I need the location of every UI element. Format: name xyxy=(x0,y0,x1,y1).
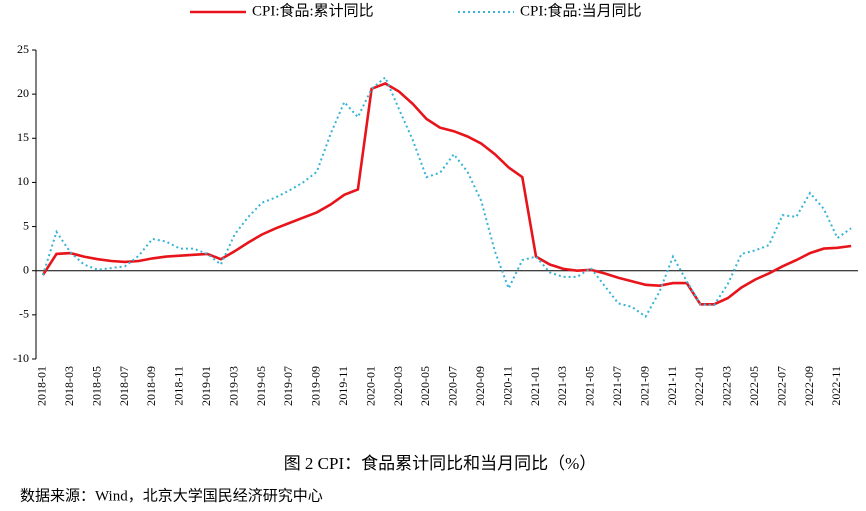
y-tick-label: 15 xyxy=(17,130,29,144)
source: 数据来源：Wind，北京大学国民经济研究中心 xyxy=(20,487,323,504)
x-tick-label: 2019-05 xyxy=(254,366,268,406)
x-tick-label: 2022-07 xyxy=(774,366,788,406)
x-tick-label: 2018-01 xyxy=(35,366,49,406)
y-tick-label: 20 xyxy=(17,86,29,100)
x-tick-label: 2021-05 xyxy=(583,366,597,406)
x-tick-label: 2019-01 xyxy=(199,366,213,406)
x-tick-label: 2018-09 xyxy=(144,366,158,406)
x-tick-label: 2021-03 xyxy=(555,366,569,406)
caption: 图 2 CPI：食品累计同比和当月同比（%） xyxy=(284,454,597,473)
x-tick-label: 2022-05 xyxy=(747,366,761,406)
series-line xyxy=(41,82,852,306)
x-tick-label: 2020-07 xyxy=(446,366,460,406)
y-tick-label: 5 xyxy=(23,218,29,232)
x-tick-label: 2021-07 xyxy=(610,366,624,406)
x-tick-label: 2020-03 xyxy=(391,366,405,406)
series-line xyxy=(41,75,852,319)
x-tick-label: 2019-03 xyxy=(226,366,240,406)
y-tick-label: 25 xyxy=(17,42,29,56)
x-tick-label: 2019-11 xyxy=(336,366,350,406)
x-tick-label: 2018-05 xyxy=(89,366,103,406)
x-tick-label: 2020-01 xyxy=(363,366,377,406)
x-tick-label: 2018-11 xyxy=(172,366,186,406)
x-tick-label: 2019-09 xyxy=(309,366,323,406)
x-tick-label: 2020-09 xyxy=(473,366,487,406)
legend-label: CPI:食品:当月同比 xyxy=(520,2,642,19)
y-tick-label: -10 xyxy=(13,351,29,365)
x-tick-label: 2022-11 xyxy=(829,366,843,406)
x-tick-label: 2022-03 xyxy=(720,366,734,406)
x-tick-label: 2018-07 xyxy=(117,366,131,406)
y-tick-label: 0 xyxy=(23,262,29,276)
y-tick-label: -5 xyxy=(19,307,29,321)
x-tick-label: 2019-07 xyxy=(281,366,295,406)
x-tick-label: 2020-11 xyxy=(500,366,514,406)
y-tick-label: 10 xyxy=(17,174,29,188)
legend-label: CPI:食品:累计同比 xyxy=(252,2,374,19)
x-tick-label: 2021-01 xyxy=(528,366,542,406)
x-tick-label: 2018-03 xyxy=(62,366,76,406)
x-tick-label: 2020-05 xyxy=(418,366,432,406)
x-tick-label: 2022-01 xyxy=(692,366,706,406)
x-tick-label: 2021-09 xyxy=(637,366,651,406)
x-tick-label: 2022-09 xyxy=(802,366,816,406)
x-tick-label: 2021-11 xyxy=(665,366,679,406)
